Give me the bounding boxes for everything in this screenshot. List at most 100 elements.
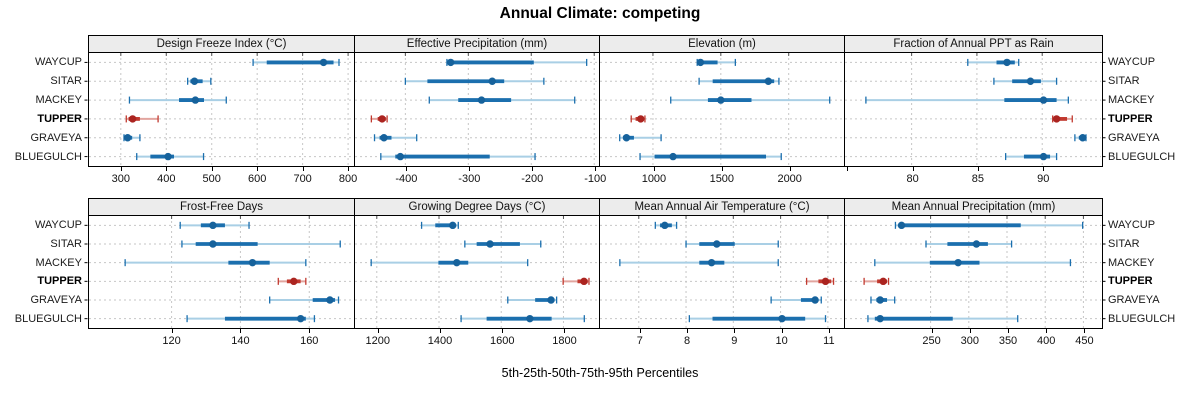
axis-tick-label: 1000 <box>641 173 667 185</box>
axis-tick-label: -200 <box>521 173 544 185</box>
axis-tick-label: 350 <box>998 335 1018 347</box>
axis-tick <box>469 167 471 171</box>
median-dot <box>123 134 132 142</box>
site-label-right-tupper: TUPPER <box>1108 275 1153 288</box>
median-dot <box>1079 134 1087 142</box>
site-label-right-mackey: MACKEY <box>1108 256 1155 269</box>
strip-elevation-m: Elevation (m) <box>600 35 845 52</box>
median-dot <box>717 96 725 104</box>
axis-tick-label: 10 <box>775 335 788 347</box>
site-label-left-graveya: GRAVEYA <box>30 131 82 144</box>
axis-tick-label: 140 <box>231 335 250 347</box>
median-dot <box>713 240 721 248</box>
interval-tupper <box>277 277 307 286</box>
axis-tick <box>120 167 122 171</box>
axis-tick <box>211 167 213 171</box>
axis-tick <box>257 167 259 171</box>
site-label-left-waycup: WAYCUP <box>34 56 82 69</box>
interval-waycup <box>967 58 1020 67</box>
axis-tick-label: 250 <box>922 335 941 347</box>
panel-elevation-m <box>600 52 845 167</box>
panel-canvas-design-freeze-index-c <box>84 53 354 166</box>
panel-mean-annual-precipitation-mm <box>845 215 1106 329</box>
site-label-right-sitar: SITAR <box>1108 75 1140 88</box>
site-label-right-mackey: MACKEY <box>1108 94 1155 107</box>
axis-tick-label: 700 <box>293 173 312 185</box>
strip-frost-free-days: Frost-Free Days <box>88 198 355 215</box>
axis-tick-label: 2000 <box>777 173 802 185</box>
axis-tick <box>1008 329 1009 333</box>
median-dot <box>290 277 298 286</box>
site-label-left-tupper: TUPPER <box>37 112 82 125</box>
median-dot <box>876 296 884 304</box>
axis-tick <box>377 329 379 333</box>
interval-bluegulch <box>639 152 782 161</box>
median-dot <box>547 296 555 304</box>
interval-tupper <box>562 277 590 286</box>
site-label-left-mackey: MACKEY <box>35 94 82 107</box>
interval-graveya <box>1074 134 1087 142</box>
median-dot <box>248 258 257 267</box>
axis-tick <box>502 329 504 333</box>
median-dot <box>128 115 137 123</box>
median-dot <box>477 96 486 104</box>
strip-effective-precipitation-mm: Effective Precipitation (mm) <box>355 35 600 52</box>
median-dot <box>972 240 981 248</box>
panel-canvas-frost-free-days <box>84 216 354 328</box>
interval-bluegulch <box>136 152 205 161</box>
interval-graveya <box>507 296 558 304</box>
interval-waycup <box>894 221 1084 230</box>
median-dot <box>190 77 199 85</box>
axis-tick-label: 300 <box>111 173 130 185</box>
axis-tick-label: 450 <box>1075 335 1094 347</box>
site-label-left-sitar: SITAR <box>50 75 82 88</box>
chart-title: Annual Climate: competing <box>499 5 701 22</box>
interval-bluegulch <box>1005 152 1058 161</box>
axis-tick-label: 1800 <box>552 335 577 347</box>
interval-bluegulch <box>867 314 1019 323</box>
axis-tick-label: 400 <box>157 173 176 185</box>
panel-growing-degree-days-c <box>355 215 600 329</box>
median-dot <box>622 134 631 142</box>
axis-tick <box>595 167 597 171</box>
panel-canvas-fraction-of-annual-ppt-as-rain <box>845 53 1106 166</box>
interval-waycup <box>654 221 678 230</box>
site-label-right-waycup: WAYCUP <box>1108 219 1156 232</box>
median-dot <box>396 152 405 161</box>
median-dot <box>778 314 786 323</box>
interval-sitar <box>464 240 542 248</box>
median-dot <box>876 314 884 323</box>
axis-tick <box>734 329 736 333</box>
interval-mackey <box>128 96 227 104</box>
median-dot <box>897 221 906 230</box>
median-dot <box>380 134 388 142</box>
axis-tick <box>166 167 168 171</box>
axis-tick-label: 11 <box>823 335 835 347</box>
axis-mean-annual-air-temperature-c: 7 8 9 10 11 <box>600 329 845 355</box>
axis-tick <box>532 167 534 171</box>
axis-tick <box>564 329 566 333</box>
panel-canvas-growing-degree-days-c <box>355 216 598 328</box>
axis-tick <box>440 329 441 333</box>
axis-minor-tick <box>847 167 849 171</box>
interval-tupper <box>125 115 159 123</box>
site-label-right-graveya: GRAVEYA <box>1108 131 1160 144</box>
interval-tupper <box>1052 115 1073 123</box>
median-dot <box>378 115 386 123</box>
interval-mackey <box>124 258 307 267</box>
median-dot <box>448 221 457 230</box>
median-dot <box>1003 58 1011 67</box>
site-label-right-tupper: TUPPER <box>1108 112 1153 125</box>
panel-canvas-mean-annual-precipitation-mm <box>845 216 1106 328</box>
axis-tick-label: 90 <box>1037 173 1050 185</box>
axis-elevation-m: 1000 1500 2000 <box>600 167 845 193</box>
interval-tupper <box>630 115 646 123</box>
panel-effective-precipitation-mm <box>355 52 600 167</box>
interval-waycup <box>252 58 340 67</box>
axis-design-freeze-index-c: 300 400 500 600 700 800 <box>88 167 357 193</box>
interval-bluegulch <box>460 314 585 323</box>
median-dot <box>486 240 494 248</box>
median-dot <box>580 277 588 286</box>
panel-frost-free-days <box>84 215 355 329</box>
